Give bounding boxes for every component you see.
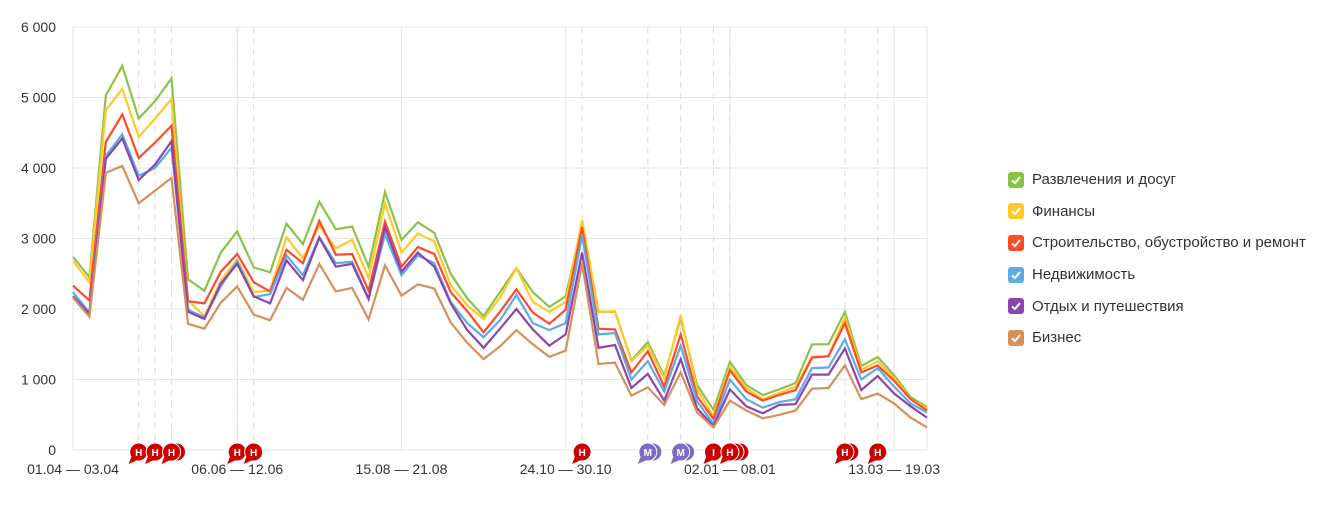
marker-letter: Н <box>726 448 733 459</box>
annotation-marker[interactable]: Н <box>834 442 860 464</box>
x-tick-label: 02.01 — 08.01 <box>684 461 776 477</box>
marker-bubble <box>638 442 658 462</box>
marker-tail <box>128 456 138 464</box>
line-chart: 0 1 000 2 000 3 000 4 000 5 000 6 000 01.04 — 0… <box>21 19 940 477</box>
marker-tail <box>703 456 713 464</box>
marker-bubble <box>671 442 691 462</box>
annotation-marker[interactable]: Н <box>161 442 187 464</box>
legend: Развлечения и досуг Финансы Строительств… <box>1008 164 1306 354</box>
x-tick-label: 15.08 — 21.08 <box>356 461 448 477</box>
marker-tail <box>670 456 680 464</box>
checkbox-icon[interactable] <box>1008 171 1024 188</box>
marker-letter: М <box>644 448 652 459</box>
y-tick-label: 3 000 <box>21 231 56 247</box>
annotation-marker[interactable]: Н <box>572 442 592 464</box>
series-line-5 <box>72 164 928 430</box>
marker-bubble <box>162 442 182 462</box>
marker-bubble <box>244 442 264 462</box>
marker-letter: Н <box>841 448 848 459</box>
annotation-marker[interactable]: Н <box>719 442 750 464</box>
legend-item-travel[interactable]: Отдых и путешествия <box>1008 290 1306 322</box>
marker-tail <box>227 456 237 464</box>
y-tick-label: 5 000 <box>21 90 56 106</box>
annotation-marker[interactable]: Н <box>128 442 149 464</box>
annotation-marker[interactable]: Н <box>243 442 264 464</box>
marker-tail <box>145 456 155 464</box>
y-tick-label: 4 000 <box>21 160 56 176</box>
checkbox-icon[interactable] <box>1008 329 1024 346</box>
marker-tail <box>834 456 844 464</box>
marker-tail <box>637 456 647 464</box>
checkbox-icon[interactable] <box>1008 266 1024 283</box>
legend-label: Строительство, обустройство и ремонт <box>1032 234 1306 252</box>
legend-item-business[interactable]: Бизнес <box>1008 322 1306 354</box>
marker-bubble <box>835 442 855 462</box>
annotation-marker[interactable]: Н <box>145 442 165 464</box>
y-tick-label: 6 000 <box>21 19 56 35</box>
legend-label: Финансы <box>1032 202 1095 220</box>
legend-item-construction[interactable]: Строительство, обустройство и ремонт <box>1008 227 1306 259</box>
y-tick-label: 0 <box>48 442 56 458</box>
marker-letter: М <box>676 448 684 459</box>
annotation-marker[interactable]: Н <box>867 442 888 464</box>
checkbox-icon[interactable] <box>1008 234 1024 251</box>
legend-item-real-estate[interactable]: Недвижимость <box>1008 259 1306 291</box>
legend-label: Бизнес <box>1032 329 1082 347</box>
marker-letter: I <box>712 448 715 459</box>
series-line-4 <box>72 136 928 428</box>
marker-letter: Н <box>135 448 142 459</box>
legend-item-finance[interactable]: Финансы <box>1008 196 1306 228</box>
marker-letter: Н <box>874 448 881 459</box>
x-tick-label: 13.03 — 19.03 <box>848 461 940 477</box>
annotation-marker[interactable]: I <box>703 442 723 464</box>
marker-letter: Н <box>151 448 158 459</box>
annotation-marker[interactable]: М <box>637 442 663 464</box>
marker-letter: Н <box>168 448 175 459</box>
marker-letter: Н <box>250 448 257 459</box>
marker-tail <box>161 456 171 464</box>
x-tick-label: 06.06 — 12.06 <box>191 461 283 477</box>
checkbox-icon[interactable] <box>1008 298 1024 315</box>
y-tick-label: 2 000 <box>21 301 56 317</box>
checkbox-icon[interactable] <box>1008 203 1024 220</box>
marker-tail <box>867 456 877 464</box>
y-tick-label: 1 000 <box>21 372 56 388</box>
annotation-marker[interactable]: М <box>670 442 696 464</box>
marker-letter: Н <box>234 448 241 459</box>
legend-item-entertainment[interactable]: Развлечения и досуг <box>1008 164 1306 196</box>
series-line-2 <box>72 111 928 422</box>
marker-bubble <box>720 442 740 462</box>
legend-label: Отдых и путешествия <box>1032 297 1184 315</box>
marker-tail <box>572 456 582 464</box>
series-line-1 <box>72 86 928 419</box>
marker-tail <box>719 456 729 464</box>
x-tick-label: 01.04 — 03.04 <box>27 461 119 477</box>
annotation-marker[interactable]: Н <box>227 442 247 464</box>
marker-bubble <box>868 442 888 462</box>
marker-tail <box>243 456 253 464</box>
marker-bubble <box>572 442 592 462</box>
marker-letter: Н <box>578 448 585 459</box>
series-line-0 <box>72 63 928 413</box>
x-tick-label: 24.10 — 30.10 <box>520 461 612 477</box>
legend-label: Недвижимость <box>1032 266 1136 284</box>
legend-label: Развлечения и досуг <box>1032 171 1177 189</box>
